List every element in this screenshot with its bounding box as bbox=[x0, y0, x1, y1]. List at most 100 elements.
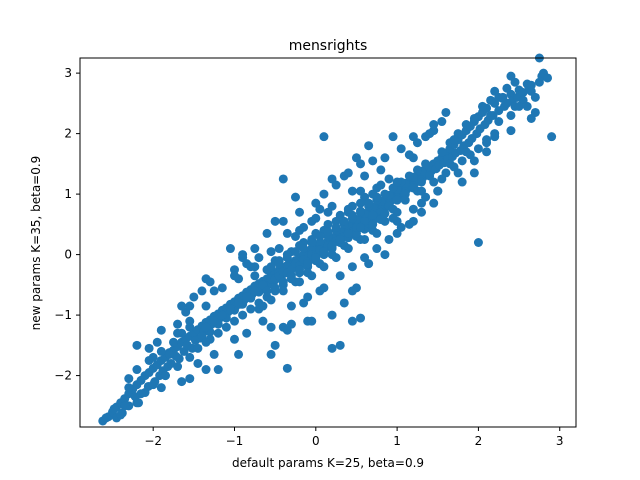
data-point bbox=[364, 141, 374, 151]
data-point bbox=[408, 132, 418, 142]
data-point bbox=[364, 198, 374, 208]
data-point bbox=[335, 340, 345, 350]
data-point bbox=[437, 117, 447, 127]
data-point bbox=[327, 174, 337, 184]
data-point bbox=[250, 244, 260, 254]
data-point bbox=[486, 95, 496, 105]
data-point bbox=[388, 213, 398, 223]
data-point bbox=[502, 83, 512, 93]
data-point bbox=[368, 210, 378, 220]
y-tick-label: −1 bbox=[54, 308, 72, 322]
data-point bbox=[124, 383, 134, 393]
data-point bbox=[307, 316, 317, 326]
data-point bbox=[278, 277, 288, 287]
data-point bbox=[494, 117, 504, 127]
data-point bbox=[299, 244, 309, 254]
data-point bbox=[445, 159, 455, 169]
data-point bbox=[347, 316, 357, 326]
data-point bbox=[201, 274, 211, 284]
data-point bbox=[160, 371, 170, 381]
x-axis-label: default params K=25, beta=0.9 bbox=[232, 456, 424, 470]
data-point bbox=[262, 286, 272, 296]
data-point bbox=[299, 298, 309, 308]
data-point bbox=[421, 192, 431, 202]
y-tick-label: 0 bbox=[64, 248, 72, 262]
data-point bbox=[457, 156, 467, 166]
data-point bbox=[323, 207, 333, 217]
data-point bbox=[174, 354, 184, 364]
data-point bbox=[473, 144, 483, 154]
data-point bbox=[506, 126, 516, 136]
data-point bbox=[372, 228, 382, 238]
chart-title: mensrights bbox=[289, 38, 368, 54]
data-point bbox=[209, 349, 219, 359]
data-point bbox=[327, 241, 337, 251]
data-point bbox=[319, 262, 329, 272]
data-point bbox=[213, 328, 223, 338]
data-point bbox=[356, 222, 366, 232]
data-point bbox=[290, 247, 300, 257]
data-point bbox=[278, 216, 288, 226]
data-point bbox=[372, 192, 382, 202]
data-point bbox=[124, 374, 134, 384]
data-point bbox=[242, 292, 252, 302]
data-point bbox=[307, 238, 317, 247]
data-point bbox=[429, 177, 439, 187]
data-point bbox=[327, 310, 337, 320]
data-point bbox=[441, 107, 451, 117]
data-point bbox=[347, 262, 357, 272]
data-point bbox=[246, 262, 256, 272]
data-point bbox=[177, 301, 187, 311]
data-point bbox=[295, 225, 305, 235]
data-point bbox=[368, 156, 378, 166]
data-point bbox=[262, 228, 272, 238]
data-point bbox=[311, 198, 321, 208]
data-point bbox=[530, 92, 540, 102]
data-point bbox=[270, 340, 280, 350]
data-point bbox=[469, 168, 479, 178]
data-point bbox=[518, 87, 528, 97]
y-ticks: −2 −1 0 1 2 3 bbox=[54, 66, 80, 383]
data-point bbox=[303, 259, 313, 269]
data-point bbox=[282, 325, 292, 335]
data-point bbox=[380, 153, 390, 163]
data-point bbox=[311, 213, 321, 223]
data-point bbox=[201, 337, 211, 347]
data-point bbox=[347, 186, 357, 196]
data-point bbox=[116, 410, 126, 420]
data-point bbox=[250, 271, 260, 281]
data-point bbox=[229, 271, 239, 281]
data-point bbox=[482, 138, 492, 148]
data-point bbox=[185, 352, 195, 362]
data-point bbox=[197, 286, 207, 296]
data-point bbox=[498, 92, 508, 102]
data-point bbox=[315, 231, 325, 241]
data-point bbox=[319, 189, 329, 199]
plot-frame bbox=[79, 57, 577, 428]
data-point bbox=[343, 228, 353, 238]
data-point bbox=[132, 365, 142, 375]
data-point bbox=[392, 228, 402, 238]
points-layer bbox=[98, 53, 557, 426]
data-point bbox=[282, 228, 292, 238]
x-tick-label: 2 bbox=[475, 434, 483, 448]
data-point bbox=[270, 216, 280, 226]
data-point bbox=[404, 171, 414, 181]
data-point bbox=[490, 86, 500, 96]
data-point bbox=[213, 365, 223, 375]
data-point bbox=[144, 343, 154, 353]
data-point bbox=[156, 346, 166, 356]
data-point bbox=[351, 153, 361, 163]
data-point bbox=[173, 328, 183, 338]
data-point bbox=[307, 271, 317, 281]
data-point bbox=[396, 144, 406, 154]
x-tick-label: 0 bbox=[312, 434, 320, 448]
data-point bbox=[506, 71, 516, 81]
data-point bbox=[132, 398, 142, 408]
x-tick-label: −2 bbox=[144, 434, 162, 448]
data-point bbox=[109, 404, 119, 414]
data-point bbox=[295, 277, 305, 287]
data-point bbox=[522, 101, 532, 111]
data-point bbox=[177, 377, 187, 387]
data-point bbox=[343, 244, 353, 254]
